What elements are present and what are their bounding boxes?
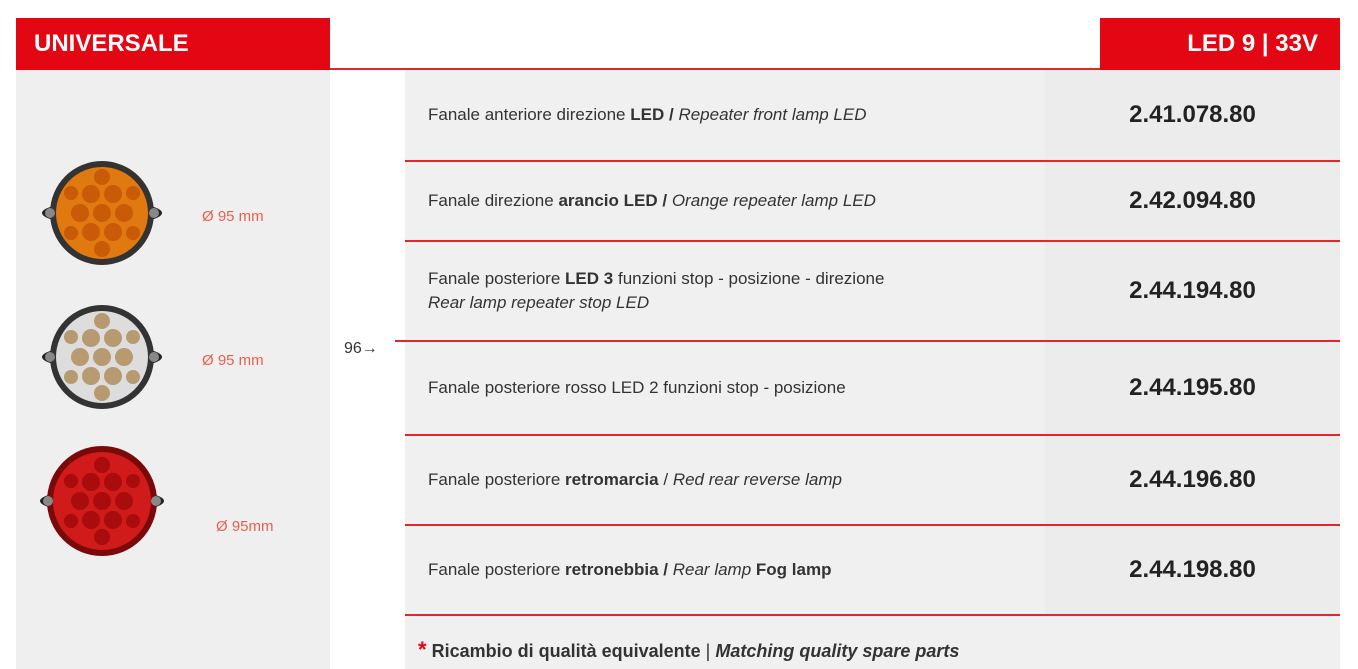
product-code: 2.44.194.80 bbox=[1045, 242, 1340, 340]
desc-part: Repeater front lamp LED bbox=[678, 105, 867, 124]
desc-part: funzioni stop - posizione - direzione bbox=[617, 269, 885, 288]
product-row: Fanale posteriore LED 3 funzioni stop - … bbox=[405, 242, 1340, 342]
desc-part: Rear lamp repeater stop LED bbox=[428, 293, 650, 312]
desc-part: retromarcia bbox=[565, 470, 659, 489]
footer-text: Ricambio di qualità equivalente bbox=[431, 640, 701, 661]
white-lamp bbox=[42, 305, 162, 409]
desc-part: Fanale direzione bbox=[428, 191, 554, 210]
desc-part: Rear lamp bbox=[672, 560, 752, 579]
product-row: Fanale anteriore direzione LED / Repeate… bbox=[405, 70, 1340, 162]
product-row: Fanale posteriore retromarcia / Red rear… bbox=[405, 436, 1340, 526]
description: Fanale posteriore retromarcia / Red rear… bbox=[428, 436, 1048, 524]
description: Fanale posteriore retronebbia / Rear lam… bbox=[428, 526, 1048, 614]
desc-part: arancio LED / bbox=[558, 191, 668, 210]
product-row: Fanale posteriore rosso LED 2 funzioni s… bbox=[405, 342, 1340, 436]
spec-tab: LED 9 | 33V bbox=[1100, 18, 1340, 70]
size-label: Ø 95 mm bbox=[202, 352, 264, 369]
description: Fanale posteriore LED 3 funzioni stop - … bbox=[428, 242, 1048, 340]
product-code: 2.42.094.80 bbox=[1045, 162, 1340, 240]
desc-part: Fog lamp bbox=[755, 560, 832, 579]
product-code: 2.44.198.80 bbox=[1045, 526, 1340, 614]
footer-star: * bbox=[418, 636, 427, 662]
size-label: Ø 95 mm bbox=[202, 208, 264, 225]
footer-translation: Matching quality spare parts bbox=[715, 640, 960, 661]
description: Fanale posteriore rosso LED 2 funzioni s… bbox=[428, 342, 1048, 434]
page-ref: 96→ bbox=[344, 340, 378, 357]
description: Fanale direzione arancio LED / Orange re… bbox=[428, 162, 1048, 240]
header-title: UNIVERSALE bbox=[34, 30, 189, 57]
lamp-images bbox=[40, 161, 164, 556]
header-rule bbox=[330, 68, 1100, 70]
desc-part: Fanale posteriore bbox=[428, 560, 561, 579]
row-rule bbox=[395, 340, 405, 342]
product-code: 2.41.078.80 bbox=[1045, 70, 1340, 160]
desc-part: Fanale posteriore bbox=[428, 470, 561, 489]
desc-part: / bbox=[663, 470, 669, 489]
desc-part: Fanale anteriore direzione bbox=[428, 105, 626, 124]
desc-part: LED 3 bbox=[565, 269, 614, 288]
desc-part: Fanale posteriore rosso LED 2 funzioni s… bbox=[428, 378, 846, 397]
header-tab: UNIVERSALE bbox=[16, 18, 330, 70]
footer-note: * Ricambio di qualità equivalente | Matc… bbox=[405, 616, 1340, 669]
desc-part: Orange repeater lamp LED bbox=[671, 191, 876, 210]
description: Fanale anteriore direzione LED / Repeate… bbox=[428, 70, 1048, 160]
product-code: 2.44.196.80 bbox=[1045, 436, 1340, 524]
size-label: Ø 95mm bbox=[216, 518, 274, 535]
product-code: 2.44.195.80 bbox=[1045, 342, 1340, 434]
desc-part: retronebbia / bbox=[565, 560, 669, 579]
product-row: Fanale posteriore retronebbia / Rear lam… bbox=[405, 526, 1340, 616]
red-lamp bbox=[40, 446, 164, 556]
desc-part: LED / bbox=[630, 105, 674, 124]
product-row: Fanale direzione arancio LED / Orange re… bbox=[405, 162, 1340, 242]
footer-sep: | bbox=[705, 640, 711, 661]
desc-part: Fanale posteriore bbox=[428, 269, 561, 288]
header-spec: LED 9 | 33V bbox=[1187, 30, 1318, 57]
amber-lamp bbox=[42, 161, 162, 265]
desc-part: Red rear reverse lamp bbox=[672, 470, 842, 489]
